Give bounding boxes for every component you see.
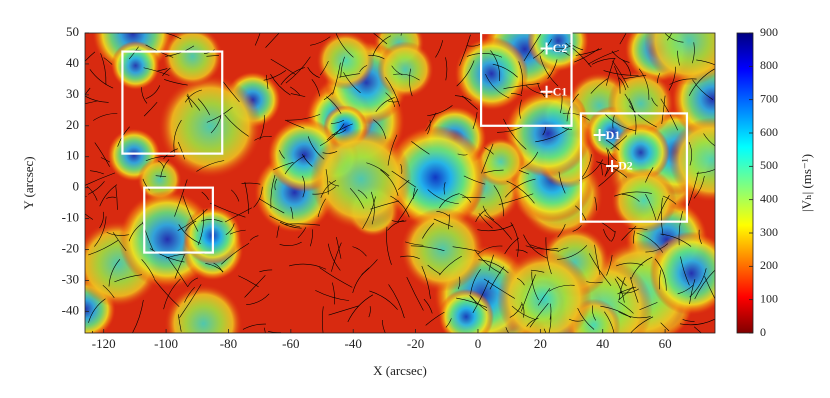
streamline: [118, 0, 125, 33]
colorbar-tick-label: 900: [760, 25, 778, 39]
y-axis-label: Y (arcsec): [21, 156, 36, 209]
x-tick-label: -40: [345, 336, 362, 351]
streamline: [715, 331, 722, 353]
colorbar-tick-label: 700: [760, 91, 778, 105]
x-tick-label: -120: [92, 336, 116, 351]
colorbar-tick-label: 200: [760, 258, 778, 272]
x-tick-label: -20: [407, 336, 424, 351]
colorbar-tick-label: 0: [760, 325, 766, 339]
x-tick-label: -100: [154, 336, 178, 351]
texture-cell: [162, 26, 222, 86]
colorbar-tick-label: 800: [760, 58, 778, 72]
texture-cell: [310, 128, 411, 229]
marker-label: C1: [553, 85, 568, 99]
colorbar-tick-label: 300: [760, 225, 778, 239]
marker-label: C2: [553, 41, 568, 55]
y-tick-label: 20: [66, 117, 79, 132]
y-tick-label: 40: [66, 55, 79, 70]
colorbar-tick-label: 100: [760, 291, 778, 305]
colorbar-tick-label: 500: [760, 158, 778, 172]
y-tick-label: 30: [66, 86, 79, 101]
x-axis-label: X (arcsec): [373, 363, 427, 378]
y-tick-label: -20: [62, 240, 79, 255]
texture-cell: [377, 41, 434, 98]
colorbar-label: |Vₕ| (ms⁻¹): [799, 154, 814, 212]
y-tick-label: -40: [62, 302, 79, 317]
texture-cell: [438, 289, 494, 345]
plot-area: [54, 0, 753, 363]
x-tick-label: 60: [659, 336, 672, 351]
colorbar-tick-label: 600: [760, 125, 778, 139]
y-tick-label: -30: [62, 271, 79, 286]
marker-label: D2: [618, 159, 633, 173]
x-tick-label: 40: [596, 336, 609, 351]
texture-cell: [649, 231, 733, 315]
texture-cell: [611, 168, 676, 233]
marker-label: D1: [606, 128, 621, 142]
y-tick-label: -10: [62, 210, 79, 225]
y-tick-label: 10: [66, 148, 79, 163]
colorbar: [737, 33, 753, 333]
streamline: [587, 13, 595, 33]
texture-cell: [497, 251, 592, 346]
texture-cell: [455, 37, 529, 111]
x-tick-label: -80: [220, 336, 237, 351]
colorbar-tick-label: 400: [760, 191, 778, 205]
y-tick-label: 50: [66, 24, 79, 39]
x-tick-label: 0: [475, 336, 482, 351]
texture-cell: [159, 75, 262, 178]
x-tick-label: -60: [282, 336, 299, 351]
y-tick-label: 0: [73, 179, 80, 194]
x-tick-label: 20: [534, 336, 547, 351]
